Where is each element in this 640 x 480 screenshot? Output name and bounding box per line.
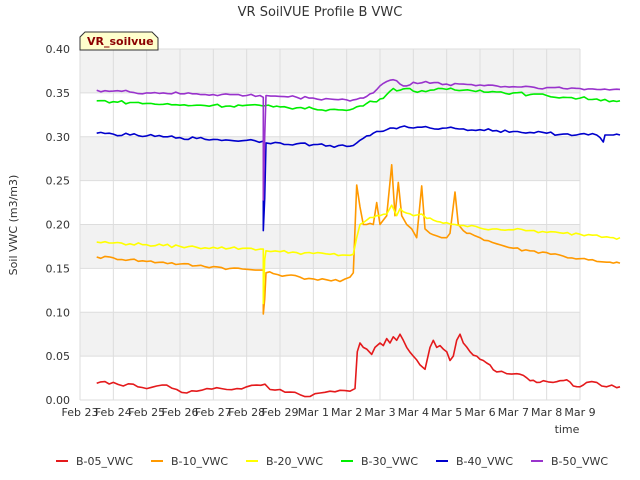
x-tick-label: Feb 27 [195,406,232,419]
x-tick-label: Mar 8 [531,406,562,419]
x-tick-label: Feb 26 [162,406,199,419]
y-tick-label: 0.25 [46,175,71,188]
x-tick-label: Mar 7 [498,406,529,419]
y-tick-label: 0.10 [46,306,71,319]
series-line-b-40-vwc [96,125,621,232]
legend-label: B-30_VWC [361,455,418,468]
y-tick-label: 0.00 [46,394,71,407]
badge-label: VR_soilvue [87,35,154,48]
series-layer [96,78,621,398]
series-line-b-30-vwc [96,87,621,112]
series-line-b-50-vwc [96,78,621,201]
badge: VR_soilvue [79,31,159,51]
x-tick-label: Mar 5 [431,406,462,419]
x-tick-label: Feb 25 [128,406,165,419]
x-tick-label: Feb 23 [62,406,99,419]
x-tick-label: Feb 24 [95,406,132,419]
grid-band [80,136,580,181]
x-tick-label: Mar 2 [331,406,362,419]
y-tick-labels: 0.00 0.05 0.10 0.15 0.20 0.25 0.30 0.35 0.40 [46,43,71,407]
y-axis-label: Soil VWC (m3/m3) [7,175,20,276]
legend-label: B-10_VWC [171,455,228,468]
legend-label: B-40_VWC [456,455,513,468]
x-tick-label: Mar 4 [398,406,429,419]
plot-bands [80,49,580,357]
series-line-b-05-vwc [96,333,621,398]
legend-label: B-20_VWC [266,455,323,468]
x-tick-label: Mar 3 [364,406,395,419]
series-line-b-20-vwc [96,204,621,305]
series-line-b-10-vwc [96,164,621,315]
legend-label: B-05_VWC [76,455,133,468]
y-tick-label: 0.20 [46,219,71,232]
y-tick-label: 0.35 [46,87,71,100]
legend-label: B-50_VWC [551,455,608,468]
y-tick-label: 0.15 [46,262,71,275]
y-tick-label: 0.05 [46,350,71,363]
x-axis-label: time [555,423,580,436]
y-tick-label: 0.40 [46,43,71,56]
grid-band [80,224,580,269]
x-tick-label: Mar 9 [564,406,595,419]
y-tick-label: 0.30 [46,131,71,144]
x-tick-label: Mar 1 [298,406,329,419]
x-tick-label: Feb 28 [228,406,265,419]
grid-band [80,312,580,357]
legend: B-05_VWC B-10_VWC B-20_VWC B-30_VWC B-40_VWC… [56,455,608,468]
x-tick-label: Feb 29 [262,406,299,419]
x-tick-label: Mar 6 [464,406,495,419]
chart-title: VR SoilVUE Profile B VWC [238,5,403,20]
